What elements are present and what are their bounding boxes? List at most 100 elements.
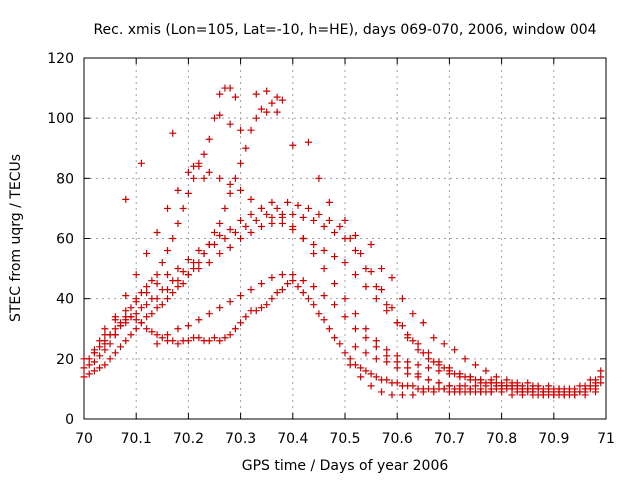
data-point [242, 313, 250, 321]
data-point [237, 159, 245, 167]
data-point [200, 150, 208, 158]
data-point [132, 325, 140, 333]
data-point [346, 355, 354, 363]
data-point [90, 367, 98, 375]
data-point [498, 385, 506, 393]
data-point [143, 289, 151, 297]
data-point [226, 225, 234, 233]
data-point [310, 250, 318, 258]
data-point [174, 219, 182, 227]
data-point [550, 391, 558, 399]
data-point [414, 361, 422, 369]
data-point [299, 213, 307, 221]
data-point [581, 391, 589, 399]
data-point [336, 222, 344, 230]
data-point [430, 388, 438, 396]
data-point [226, 189, 234, 197]
data-point [419, 349, 427, 357]
data-point [101, 325, 109, 333]
data-point [425, 376, 433, 384]
data-point [137, 159, 145, 167]
data-point [472, 382, 479, 390]
data-point [393, 364, 401, 372]
data-point [461, 355, 469, 363]
data-point [174, 325, 182, 333]
data-point [278, 219, 286, 227]
y-tick-label: 80 [56, 171, 74, 187]
data-point [205, 337, 213, 345]
x-tick-label: 70.7 [434, 431, 465, 447]
data-point [231, 93, 239, 101]
data-point [362, 367, 370, 375]
data-point [137, 319, 145, 327]
data-point [372, 283, 380, 291]
data-point [231, 228, 239, 236]
data-point [190, 174, 198, 182]
x-tick-label: 70.6 [382, 431, 413, 447]
data-point [211, 334, 218, 342]
data-point [362, 325, 370, 333]
data-point [143, 283, 151, 291]
data-point [273, 93, 281, 101]
data-point [383, 346, 391, 354]
data-point [205, 168, 213, 176]
data-point [226, 298, 234, 306]
data-point [179, 204, 187, 212]
data-point [195, 316, 203, 324]
data-point [257, 204, 265, 212]
data-point [451, 346, 459, 354]
data-point [367, 241, 375, 249]
data-point [122, 319, 130, 327]
data-point [372, 295, 380, 303]
data-point [367, 370, 375, 378]
data-point [132, 298, 140, 306]
data-point [315, 310, 323, 318]
data-point [184, 322, 192, 330]
data-point [273, 108, 281, 116]
data-point [492, 382, 500, 390]
data-point [195, 265, 203, 273]
data-point [409, 337, 417, 345]
data-point [101, 346, 109, 354]
data-point [362, 265, 370, 273]
data-point [122, 195, 130, 203]
data-point [503, 376, 511, 384]
data-point [341, 349, 349, 357]
data-point [284, 280, 292, 288]
data-point [456, 373, 464, 381]
data-point [315, 210, 323, 218]
data-point [351, 247, 359, 255]
data-point [174, 265, 182, 273]
data-point [216, 90, 224, 98]
data-point [273, 289, 281, 297]
data-point [304, 295, 312, 303]
data-point [294, 201, 302, 209]
data-point [320, 316, 328, 324]
data-point [216, 304, 224, 312]
data-point [378, 265, 386, 273]
data-point [357, 250, 365, 258]
data-point [263, 301, 271, 309]
data-point [414, 373, 422, 381]
data-point [216, 250, 224, 258]
data-point [268, 295, 276, 303]
data-point [117, 343, 125, 351]
data-point [153, 228, 161, 236]
data-point [169, 277, 177, 285]
data-point [143, 325, 151, 333]
data-point [174, 340, 182, 348]
data-point [148, 328, 156, 336]
data-point [398, 322, 406, 330]
data-point [576, 388, 584, 396]
data-point [430, 334, 438, 342]
data-point [205, 135, 213, 143]
data-point [148, 310, 156, 318]
data-point [257, 304, 265, 312]
data-point [346, 361, 354, 369]
data-point [419, 388, 427, 396]
data-point [226, 84, 234, 92]
data-point [237, 292, 245, 300]
data-point [383, 358, 391, 366]
data-point [435, 379, 443, 387]
data-point [106, 355, 114, 363]
